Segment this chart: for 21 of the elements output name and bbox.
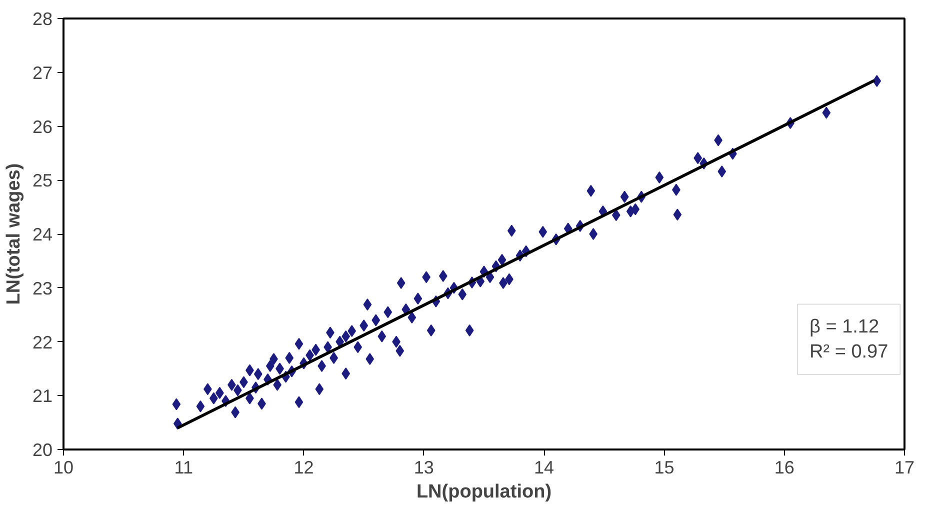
y-axis-title: LN(total wages)	[3, 163, 24, 305]
annotation: R² = 0.97	[810, 342, 888, 362]
y-tick-label: 25	[32, 170, 53, 191]
y-tick-label: 21	[32, 386, 53, 406]
y-tick-label: 23	[32, 278, 53, 298]
x-tick-label: 17	[894, 458, 915, 478]
x-axis-title: LN(population)	[416, 482, 552, 502]
x-tick-label: 10	[53, 458, 74, 478]
x-tick-label: 11	[174, 458, 193, 478]
x-tick-label: 16	[774, 458, 794, 478]
y-tick-label: 27	[32, 62, 53, 83]
x-tick-label: 14	[534, 458, 554, 478]
x-tick-label: 12	[294, 458, 314, 478]
y-tick-label: 22	[32, 332, 53, 352]
annotation: β = 1.12	[810, 316, 880, 338]
y-tick-label: 26	[32, 116, 53, 137]
y-tick-label: 24	[32, 224, 53, 244]
x-tick-label: 15	[654, 458, 674, 478]
x-tick-label: 13	[414, 458, 434, 478]
y-tick-label: 28	[32, 9, 53, 29]
y-tick-label: 20	[32, 440, 53, 460]
